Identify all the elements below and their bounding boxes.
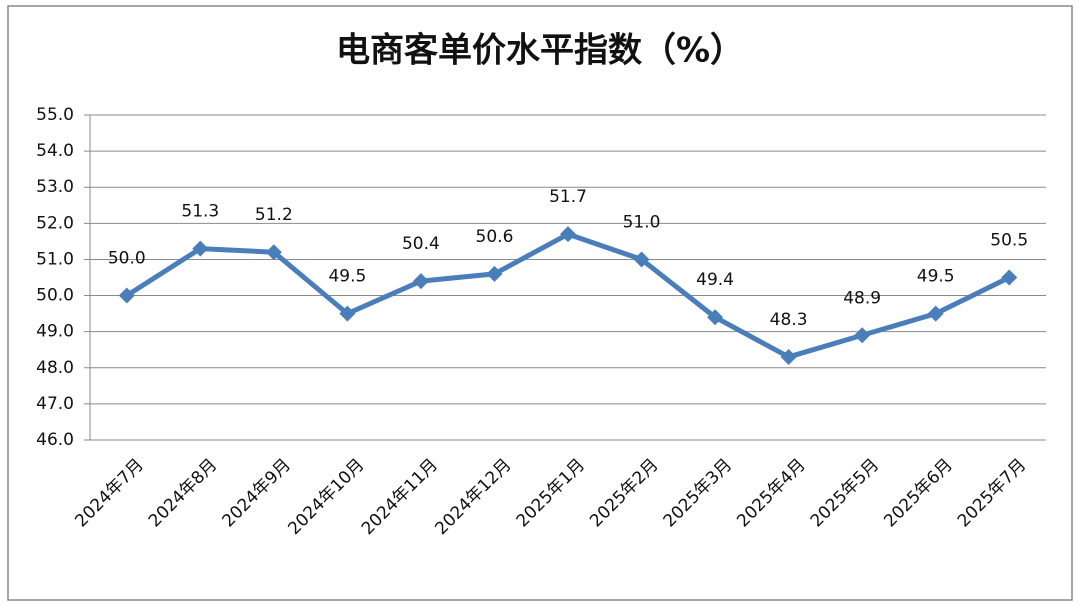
data-point xyxy=(780,348,797,365)
data-point xyxy=(192,240,209,257)
data-point xyxy=(1001,269,1018,286)
y-tick-label: 51.0 xyxy=(36,249,74,269)
data-point xyxy=(265,244,282,261)
y-tick-label: 49.0 xyxy=(36,322,74,342)
data-label: 49.5 xyxy=(917,267,955,287)
data-label: 50.6 xyxy=(476,227,514,247)
data-label: 51.0 xyxy=(623,212,661,232)
data-point xyxy=(339,305,356,322)
y-tick-label: 47.0 xyxy=(36,394,74,414)
data-point xyxy=(412,273,429,290)
data-label: 49.5 xyxy=(328,267,366,287)
data-label: 50.0 xyxy=(108,249,146,269)
data-label: 51.3 xyxy=(181,202,219,222)
y-tick-label: 53.0 xyxy=(36,177,74,197)
y-tick-label: 46.0 xyxy=(36,430,74,450)
data-label: 48.9 xyxy=(843,288,881,308)
data-label: 48.3 xyxy=(770,310,808,330)
y-tick-label: 50.0 xyxy=(36,286,74,306)
data-point xyxy=(633,251,650,268)
data-label: 51.7 xyxy=(549,187,587,207)
data-point xyxy=(854,327,871,344)
y-tick-label: 55.0 xyxy=(36,105,74,125)
data-point xyxy=(927,305,944,322)
data-label: 50.4 xyxy=(402,234,440,254)
y-tick-label: 54.0 xyxy=(36,141,74,161)
data-point xyxy=(118,287,135,304)
data-label: 49.4 xyxy=(696,270,734,290)
data-label: 50.5 xyxy=(990,231,1028,251)
data-point xyxy=(486,265,503,282)
data-point xyxy=(707,309,724,326)
chart-title: 电商客单价水平指数（%） xyxy=(336,31,744,71)
y-tick-label: 52.0 xyxy=(36,213,74,233)
data-point xyxy=(560,226,576,243)
y-tick-label: 48.0 xyxy=(36,358,74,378)
data-label: 51.2 xyxy=(255,205,293,225)
chart-border xyxy=(7,5,1073,601)
